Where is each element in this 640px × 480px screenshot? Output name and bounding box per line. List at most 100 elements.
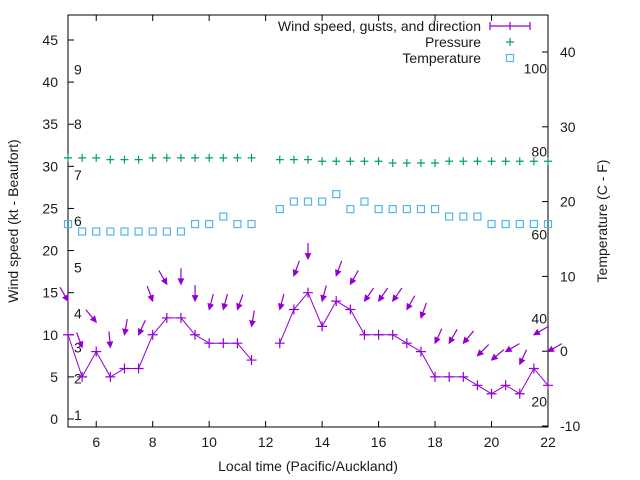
wind-speed-point [274, 338, 285, 349]
gust-arrow [158, 270, 168, 286]
gust-arrow [76, 332, 84, 349]
x-tick-label: 20 [484, 434, 500, 450]
temperature-point [106, 227, 115, 236]
gust-arrow-head [160, 277, 168, 286]
x-axis-title: Local time (Pacific/Auckland) [218, 458, 398, 474]
pressure-point [332, 157, 341, 166]
temperature-point [402, 204, 411, 214]
pressure-point [247, 153, 256, 162]
wind-speed-point [218, 338, 229, 349]
gust-arrow-head [519, 357, 526, 366]
x-tick-label: 12 [258, 434, 274, 450]
gust-arrow [106, 331, 114, 349]
fahrenheit-labels: 20 40 60 80 100 [524, 60, 548, 409]
pressure-point [162, 153, 171, 162]
beaufort-label: 8 [74, 116, 82, 132]
temperature-point [515, 219, 524, 229]
wind-speed-point [528, 363, 539, 374]
gust-arrow-head [236, 302, 243, 311]
gust-arrow [462, 330, 475, 345]
y-axis-ticks: 0 5 10 15 20 25 30 35 40 45 [42, 32, 74, 427]
fahrenheit-label: 20 [531, 393, 547, 409]
wind-speed-point [401, 338, 412, 349]
wind-speed-point [472, 380, 483, 391]
pressure-point [134, 155, 143, 164]
pressure-point [487, 157, 496, 166]
gust-arrow-head [406, 302, 413, 311]
pressure-point [360, 157, 369, 166]
pressure-point [106, 155, 115, 164]
pressure-point [289, 155, 298, 164]
gust-arrow [532, 326, 549, 336]
pressure-point [529, 157, 538, 166]
temperature-point [388, 204, 397, 214]
temperature-series [63, 190, 553, 236]
gust-arrow [519, 349, 528, 366]
pressure-point [176, 153, 185, 162]
gust-arrow-head [62, 294, 69, 303]
y2-axis-ticks: -10 0 10 20 30 40 [542, 44, 580, 434]
pressure-point [388, 158, 397, 167]
pressure-series [64, 153, 552, 167]
temperature-point [219, 212, 228, 221]
gust-arrow [236, 294, 244, 311]
gust-arrow-head [434, 336, 441, 345]
pressure-point [318, 157, 327, 166]
gust-arrow [221, 293, 229, 311]
pressure-point [374, 157, 383, 166]
x-axis-ticks: 6 8 10 12 14 16 18 20 22 [92, 15, 556, 450]
wind-speed-point [500, 380, 511, 391]
temperature-point [247, 219, 256, 229]
y-tick-label: 0 [50, 411, 58, 427]
gust-arrow-head [278, 302, 285, 311]
pressure-point [120, 155, 129, 164]
pressure-point [78, 153, 87, 162]
gust-arrow-head [147, 294, 154, 303]
temperature-point [318, 197, 327, 206]
temperature-point [162, 227, 171, 236]
gust-arrow-head [448, 336, 456, 345]
gust-arrow [476, 344, 490, 357]
gust-arrow-head [191, 295, 199, 303]
temperature-point [459, 212, 468, 221]
pressure-point [191, 153, 200, 162]
wind-speed-point [486, 388, 497, 399]
temperature-point [92, 227, 101, 236]
temperature-point [487, 219, 496, 229]
temperature-point [445, 212, 454, 221]
gust-arrow [377, 287, 389, 303]
wind-speed-point [204, 338, 215, 349]
temperature-point [205, 219, 214, 229]
temperature-point [190, 219, 200, 229]
beaufort-label: 3 [74, 339, 82, 355]
gust-arrow [434, 328, 443, 345]
gust-arrow [137, 320, 146, 336]
y-tick-label: 30 [42, 158, 58, 174]
temperature-point [360, 197, 369, 206]
fahrenheit-label: 60 [531, 227, 547, 243]
x-tick-label: 8 [149, 434, 157, 450]
gust-arrow-head [490, 353, 499, 361]
legend-pressure-marker [506, 38, 514, 46]
wind-speed-point [232, 338, 243, 349]
gust-arrow [292, 260, 300, 277]
gust-arrow-head [320, 294, 327, 303]
beaufort-label: 5 [74, 259, 82, 275]
wind-speed-point [190, 329, 201, 340]
gust-arrow [363, 287, 375, 303]
pressure-point [402, 158, 411, 167]
gust-arrow [304, 242, 312, 261]
temperature-point [346, 204, 355, 214]
pressure-point [473, 157, 482, 166]
gust-arrow-head [89, 315, 97, 324]
temperature-point [501, 219, 510, 229]
fahrenheit-label: 40 [531, 310, 547, 326]
y2-tick-label: 20 [560, 194, 576, 210]
pressure-point [459, 157, 468, 166]
gust-arrow [392, 287, 403, 303]
wind-speed-point [458, 371, 469, 382]
gust-arrow [335, 260, 343, 277]
beaufort-label: 7 [74, 167, 82, 183]
gust-arrow-head [292, 269, 300, 277]
beaufort-label: 1 [74, 407, 82, 423]
